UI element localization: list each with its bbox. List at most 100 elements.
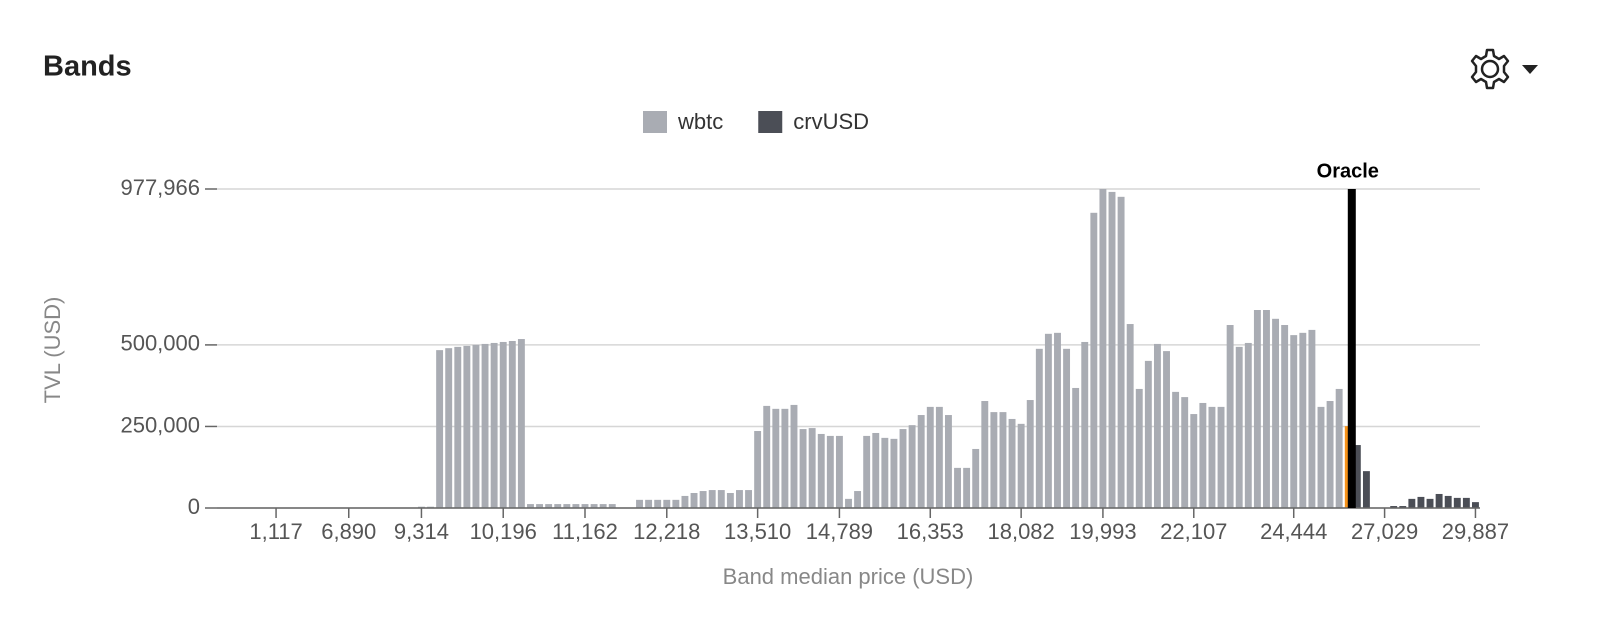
bar <box>1308 329 1316 508</box>
x-tick-label: 24,444 <box>1260 519 1327 544</box>
bar <box>1144 360 1152 508</box>
bar <box>881 437 889 508</box>
bar <box>890 438 898 508</box>
bar <box>763 405 771 508</box>
bar <box>1444 495 1452 508</box>
x-tick-label: 6,890 <box>321 519 376 544</box>
bar <box>1217 406 1225 508</box>
bar <box>499 341 507 508</box>
bar <box>926 406 934 508</box>
x-tick-label: 1,117 <box>249 519 302 544</box>
bar <box>799 429 807 508</box>
bar <box>1417 496 1425 508</box>
y-tick-label: 977,966 <box>120 175 200 200</box>
bar <box>1263 310 1270 508</box>
bar <box>1272 318 1280 508</box>
bar <box>545 504 553 508</box>
bar <box>835 435 843 508</box>
x-tick-label: 12,218 <box>633 519 700 544</box>
x-tick-label: 22,107 <box>1160 519 1227 544</box>
bar <box>554 504 562 508</box>
bar <box>1090 212 1098 508</box>
x-tick-label: 27,029 <box>1351 519 1418 544</box>
bar <box>1426 498 1434 508</box>
gear-icon <box>1470 48 1510 90</box>
bar <box>1117 196 1125 509</box>
bar <box>1172 391 1180 508</box>
bar <box>1099 189 1107 508</box>
bar <box>536 504 544 508</box>
bar <box>963 467 971 508</box>
bar <box>1299 332 1307 508</box>
x-tick-label: 14,789 <box>806 519 873 544</box>
bar <box>608 504 616 508</box>
y-tick-label: 0 <box>188 494 200 519</box>
bar <box>445 348 453 508</box>
x-tick-label: 11,162 <box>552 519 618 544</box>
bar <box>581 504 589 508</box>
bar <box>463 345 471 508</box>
bar <box>935 406 943 508</box>
bar <box>1181 397 1189 508</box>
bar <box>572 504 580 508</box>
bar <box>1317 406 1325 508</box>
settings-button[interactable] <box>1470 48 1538 90</box>
bar <box>872 432 880 508</box>
bar <box>1408 498 1416 508</box>
bar <box>990 412 998 508</box>
legend-swatch <box>758 111 783 133</box>
bar <box>717 490 725 508</box>
bar <box>708 490 716 508</box>
y-axis-title: TVL (USD) <box>40 297 65 404</box>
bar <box>745 490 753 508</box>
panel-title: Bands <box>43 51 132 83</box>
bar <box>1290 335 1298 508</box>
bar <box>736 490 743 508</box>
bar <box>454 346 462 508</box>
legend-label: wbtc <box>677 109 723 134</box>
bar <box>781 408 789 508</box>
y-tick-label: 250,000 <box>120 412 200 437</box>
dropdown-caret <box>1522 65 1538 74</box>
bar <box>1126 324 1134 508</box>
bar <box>826 435 834 508</box>
bar <box>1072 387 1080 508</box>
bar <box>1081 341 1089 508</box>
bar <box>944 415 952 508</box>
x-tick-label: 29,887 <box>1442 519 1509 544</box>
bar <box>999 412 1007 508</box>
bar <box>527 504 534 508</box>
bar <box>863 435 871 508</box>
bar <box>772 408 780 508</box>
bar <box>1281 325 1289 508</box>
bar <box>481 343 489 508</box>
bar <box>1244 342 1252 508</box>
legend-label: crvUSD <box>793 109 869 134</box>
bar <box>1335 388 1343 508</box>
x-tick-label: 16,353 <box>897 519 964 544</box>
bar <box>1190 414 1198 508</box>
bar <box>1044 333 1052 508</box>
bar <box>1108 191 1116 508</box>
bar <box>790 404 798 508</box>
bar <box>1054 332 1061 508</box>
bar <box>1135 388 1143 508</box>
bar <box>1399 506 1407 508</box>
bar <box>681 495 689 508</box>
bar <box>590 504 598 508</box>
bar <box>981 401 989 508</box>
bar <box>1163 351 1170 508</box>
bar <box>508 340 516 508</box>
bar <box>908 425 916 508</box>
bar <box>1435 493 1443 508</box>
legend-swatch <box>643 111 667 133</box>
bar <box>1326 401 1334 508</box>
bar <box>845 498 852 508</box>
bar <box>663 499 671 508</box>
bar <box>636 499 643 508</box>
oracle-line <box>1347 189 1356 508</box>
bar <box>1035 348 1043 508</box>
bar <box>1017 423 1025 508</box>
